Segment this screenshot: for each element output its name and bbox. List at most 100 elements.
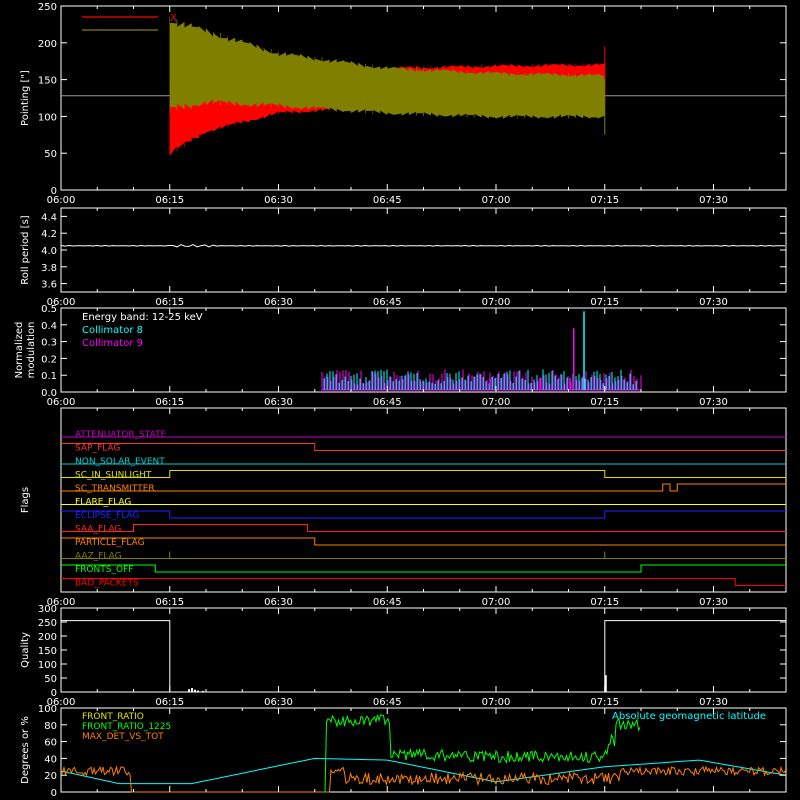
flag-label: AAZ_FLAG [75, 552, 122, 562]
quality-series-line [61, 620, 786, 693]
roll-series-line [60, 244, 786, 248]
quality-ytick-label: 0 [51, 688, 57, 699]
pointing-xtick-label: 06:45 [373, 195, 402, 206]
ratios-annotation: Absolute geomagnetic latitude [612, 711, 766, 722]
flag-label: FRONTS_OFF [75, 565, 133, 575]
flag-label: ECLIPSE_FLAG [75, 511, 139, 521]
modulation-xtick-label: 06:15 [155, 397, 184, 408]
roll-xtick-label: 06:30 [264, 297, 293, 308]
pointing-xtick-label: 06:15 [155, 195, 184, 206]
flag-line [61, 443, 786, 451]
flag-label: PARTICLE_FLAG [75, 538, 145, 548]
roll-xtick-label: 07:15 [590, 297, 619, 308]
flag-line [61, 551, 786, 559]
flags-xtick-label: 07:00 [482, 597, 511, 608]
pointing-ytick-label: 200 [38, 39, 57, 50]
ratios-legend-label: MAX_DET_VS_TOT [82, 732, 164, 742]
modulation-ytick-label: 0.0 [41, 388, 57, 399]
modulation-xtick-label: 06:45 [373, 397, 402, 408]
pointing-ytick-label: 100 [38, 112, 57, 123]
roll-ytick-label: 4.4 [41, 212, 57, 223]
pointing-ytick-label: 0 [51, 186, 57, 197]
roll-ytick-label: 4.2 [41, 229, 57, 240]
pointing-ytick-label: 250 [38, 2, 57, 13]
flags-xtick-label: 06:15 [155, 597, 184, 608]
modulation-ylabel: modulation [26, 322, 37, 379]
roll-ylabel: Roll period [s] [20, 215, 31, 284]
modulation-legend-label: Collimator 8 [82, 325, 143, 336]
pointing-xtick-label: 07:00 [482, 195, 511, 206]
modulation-annotation: Energy band: 12-25 keV [82, 312, 203, 323]
modulation-xtick-label: 07:00 [482, 397, 511, 408]
modulation-ytick-label: 0.2 [41, 354, 57, 365]
quality-ytick-label: 200 [38, 632, 57, 643]
flag-line [61, 470, 786, 478]
roll-ytick-label: 3.6 [41, 280, 57, 291]
quality-ytick-label: 250 [38, 618, 57, 629]
roll-frame [60, 207, 787, 293]
modulation-ytick-label: 0.5 [41, 304, 57, 315]
pointing-legend-label: Y [169, 26, 177, 37]
flags-xtick-label: 07:15 [590, 597, 619, 608]
ratios-ytick-label: 100 [38, 704, 57, 715]
quality-xtick-label: 07:30 [699, 697, 728, 708]
pointing-xtick-label: 06:00 [47, 195, 76, 206]
flag-label: BAD_PACKETS [75, 579, 139, 589]
quality-ytick-label: 150 [38, 646, 57, 657]
flag-label: NON_SOLAR_EVENT [75, 457, 165, 467]
flag-line [61, 578, 786, 586]
pointing-ytick-label: 150 [38, 76, 57, 87]
roll-xtick-label: 06:45 [373, 297, 402, 308]
flag-label: FLARE_FLAG [75, 498, 131, 508]
ratios-ytick-label: 0 [51, 788, 57, 799]
ratios-ytick-label: 60 [44, 738, 57, 749]
modulation-legend-label: Collimator 9 [82, 338, 143, 349]
roll-xtick-label: 06:15 [155, 297, 184, 308]
ratios-ytick-label: 40 [44, 754, 57, 765]
modulation-ytick-label: 0.4 [41, 321, 57, 332]
quality-xtick-label: 07:15 [590, 697, 619, 708]
ratios-latitude-line [60, 757, 787, 785]
ratios-ytick-label: 80 [44, 721, 57, 732]
quality-xtick-label: 07:00 [482, 697, 511, 708]
quality-xtick-label: 06:00 [47, 697, 76, 708]
flags-ylabel: Flags [20, 487, 31, 513]
flags-frame [60, 407, 787, 593]
pointing-ylabel: Pointing ["] [20, 70, 31, 126]
quality-ytick-label: 300 [38, 604, 57, 615]
pointing-xtick-label: 07:15 [590, 195, 619, 206]
quality-xtick-label: 06:45 [373, 697, 402, 708]
flag-line [61, 510, 786, 519]
quality-ytick-label: 50 [44, 674, 57, 685]
pointing-xtick-label: 07:30 [699, 195, 728, 206]
modulation-ylabel: Normalized [14, 322, 25, 379]
flag-label: SC_IN_SUNLIGHT [75, 471, 152, 481]
modulation-xtick-label: 07:15 [590, 397, 619, 408]
roll-xtick-label: 07:30 [699, 297, 728, 308]
roll-xtick-label: 07:00 [482, 297, 511, 308]
flags-xtick-label: 06:00 [47, 597, 76, 608]
roll-xtick-label: 06:00 [47, 297, 76, 308]
roll-ytick-label: 3.8 [41, 263, 57, 274]
flags-xtick-label: 07:30 [699, 597, 728, 608]
ratios-legend-label: FRONT_RATIO_1225 [82, 722, 171, 732]
ratios-ylabel: Degrees or % [20, 716, 31, 784]
flag-label: ATTENUATOR_STATE [75, 430, 167, 440]
flag-line [61, 483, 786, 492]
pointing-ytick-label: 50 [44, 149, 57, 160]
flags-xtick-label: 06:30 [264, 597, 293, 608]
ratios-maxdet-line [60, 765, 786, 793]
pointing-legend-label: X [170, 13, 177, 24]
modulation-xtick-label: 06:30 [264, 397, 293, 408]
modulation-ytick-label: 0.1 [41, 371, 57, 382]
flag-line [61, 564, 786, 573]
flag-line [61, 537, 786, 546]
modulation-xtick-label: 06:00 [47, 397, 76, 408]
flag-line [61, 524, 786, 532]
quality-xtick-label: 06:15 [155, 697, 184, 708]
pointing-xtick-label: 06:30 [264, 195, 293, 206]
quality-xtick-label: 06:30 [264, 697, 293, 708]
flags-xtick-label: 06:45 [373, 597, 402, 608]
flag-label: SC_TRANSMITTER [75, 484, 155, 494]
